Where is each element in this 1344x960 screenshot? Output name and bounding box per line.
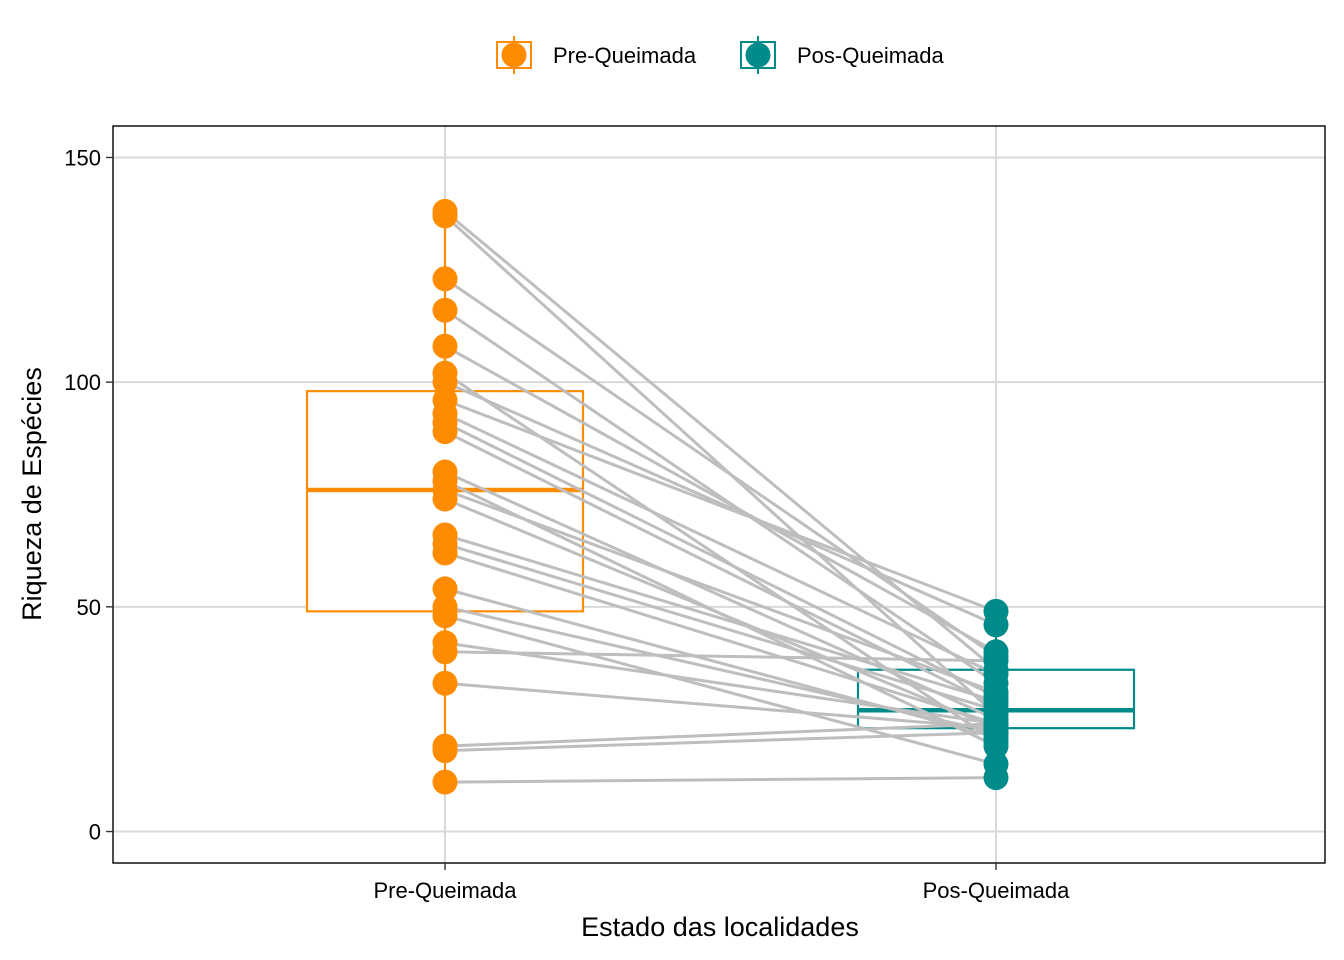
connector-line bbox=[444, 470, 997, 721]
point-pos bbox=[983, 765, 1009, 791]
point-pre bbox=[432, 639, 458, 665]
legend-key-point bbox=[501, 42, 527, 68]
point-pos bbox=[983, 648, 1009, 674]
x-tick-label: Pos-Queimada bbox=[923, 878, 1071, 903]
plot-panel-border bbox=[112, 125, 1326, 864]
point-pre bbox=[432, 369, 458, 395]
y-axis-label: Riqueza de Espécies bbox=[17, 367, 47, 621]
point-pre bbox=[432, 297, 458, 323]
y-tick-label: 50 bbox=[77, 595, 101, 620]
legend-label: Pos-Queimada bbox=[797, 43, 945, 68]
point-pre bbox=[432, 670, 458, 696]
connector-line bbox=[444, 722, 997, 748]
point-pos bbox=[983, 720, 1009, 746]
x-axis: Pre-Queimada Pos-Queimada bbox=[373, 863, 1070, 903]
connector-line bbox=[444, 542, 997, 712]
connector-line bbox=[444, 277, 997, 658]
y-tick-label: 0 bbox=[89, 820, 101, 845]
point-pre bbox=[432, 603, 458, 629]
connector-line bbox=[444, 614, 997, 766]
point-pre bbox=[432, 738, 458, 764]
point-pre bbox=[432, 486, 458, 512]
legend: Pre-Queimada Pos-Queimada bbox=[496, 36, 945, 74]
connector-line bbox=[444, 641, 997, 726]
legend-item-pre-queimada: Pre-Queimada bbox=[496, 36, 697, 74]
connector-line bbox=[444, 776, 997, 784]
legend-key-point bbox=[745, 42, 771, 68]
point-pre bbox=[432, 333, 458, 359]
x-tick-label: Pre-Queimada bbox=[373, 878, 517, 903]
y-axis: 0 50 100 150 bbox=[64, 145, 113, 845]
connector-line bbox=[444, 380, 997, 627]
point-pre bbox=[432, 203, 458, 229]
connector-line bbox=[444, 412, 997, 676]
connector-line bbox=[444, 551, 997, 726]
connector-line bbox=[444, 497, 997, 730]
connector-lines bbox=[443, 210, 998, 784]
connector-line bbox=[444, 398, 997, 613]
data-points bbox=[432, 198, 1009, 795]
x-axis-label: Estado das localidades bbox=[581, 912, 859, 942]
point-pre bbox=[432, 419, 458, 445]
y-tick-label: 100 bbox=[64, 370, 101, 395]
legend-label: Pre-Queimada bbox=[553, 43, 697, 68]
point-pos bbox=[983, 598, 1009, 624]
connector-line bbox=[444, 650, 997, 663]
point-pre bbox=[432, 576, 458, 602]
connector-line bbox=[444, 731, 997, 753]
point-pre bbox=[432, 769, 458, 795]
connector-line bbox=[444, 533, 997, 703]
connector-line bbox=[444, 681, 997, 730]
connector-line bbox=[444, 344, 997, 654]
point-pre bbox=[432, 540, 458, 566]
point-pre bbox=[432, 266, 458, 292]
legend-item-pos-queimada: Pos-Queimada bbox=[740, 36, 945, 74]
y-tick-label: 150 bbox=[64, 145, 101, 170]
connector-line bbox=[444, 309, 997, 685]
connector-line bbox=[444, 421, 997, 699]
